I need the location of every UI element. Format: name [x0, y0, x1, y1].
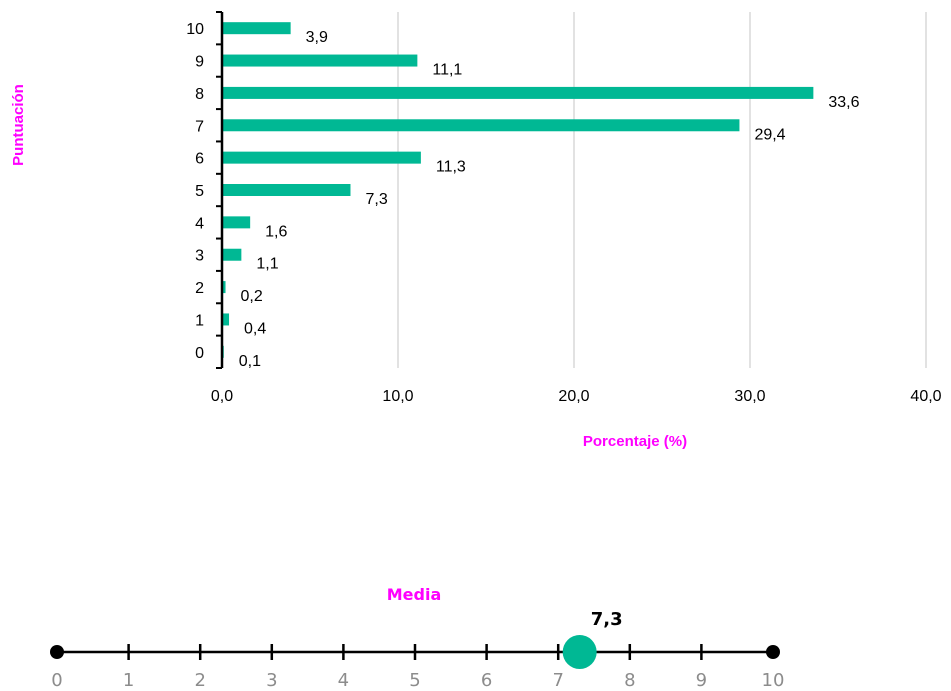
- mean-scale-labels: 0 1 2 3 4 5 6 7 8 9 10: [51, 670, 784, 691]
- bar-3: [222, 248, 242, 261]
- bar-9: [222, 54, 418, 67]
- y-tick-label-10: 10: [186, 21, 204, 38]
- data-label-10: 3,9: [306, 29, 328, 46]
- x-tick-labels: 0,0 10,0 20,0 30,0 40,0: [211, 388, 942, 405]
- y-tick-label-7: 7: [195, 118, 204, 135]
- y-tick-labels: 0 1 2 3 4 5 6 7 8 9 10: [186, 21, 204, 362]
- data-labels: 0,1 0,4 0,2 1,1 1,6 7,3 11,3 29,4 33,6 11,1 3,9: [239, 29, 860, 370]
- mean-value-label: 7,3: [591, 609, 623, 630]
- grid-lines: [397, 12, 927, 368]
- bar-4: [222, 216, 251, 229]
- y-axis-title: Puntuación: [10, 84, 27, 166]
- data-label-2: 0,2: [241, 288, 263, 305]
- y-tick-label-9: 9: [195, 54, 204, 71]
- x-tick-label-0: 0,0: [211, 388, 233, 405]
- scale-endpoint-0: [50, 645, 64, 659]
- x-tick-label-2: 20,0: [558, 388, 589, 405]
- data-label-6: 11,3: [436, 159, 466, 176]
- data-label-7: 29,4: [754, 126, 785, 143]
- y-tick-label-4: 4: [195, 215, 204, 232]
- mean-title: Media: [387, 585, 442, 604]
- data-label-8: 33,6: [828, 94, 859, 111]
- y-tick-label-1: 1: [195, 312, 204, 329]
- scale-tick-label-8: 8: [624, 670, 635, 691]
- bar-8: [222, 86, 814, 99]
- scale-tick-label-5: 5: [409, 670, 420, 691]
- scale-tick-label-10: 10: [762, 670, 785, 691]
- y-axis: [216, 11, 224, 369]
- bar-2: [222, 281, 226, 294]
- bar-5: [222, 184, 351, 196]
- bar-6: [222, 151, 421, 164]
- scale-endpoint-10: [766, 645, 780, 659]
- data-label-1: 0,4: [244, 320, 266, 337]
- y-tick-label-0: 0: [195, 345, 204, 362]
- scale-tick-label-2: 2: [194, 670, 205, 691]
- data-label-0: 0,1: [239, 353, 261, 370]
- bar-1: [222, 313, 230, 326]
- scale-tick-label-0: 0: [51, 670, 62, 691]
- x-tick-label-1: 10,0: [382, 388, 413, 405]
- data-label-5: 7,3: [365, 191, 387, 208]
- y-tick-label-8: 8: [195, 86, 204, 103]
- bar-10: [222, 22, 291, 35]
- scale-tick-label-6: 6: [481, 670, 492, 691]
- mean-marker: [562, 635, 597, 669]
- y-tick-label-3: 3: [195, 248, 204, 265]
- y-tick-label-2: 2: [195, 280, 204, 297]
- mean-scale: [50, 635, 780, 669]
- x-axis-title: Porcentaje (%): [583, 433, 687, 450]
- data-label-9: 11,1: [432, 62, 462, 79]
- bar-7: [222, 119, 740, 132]
- scale-tick-label-9: 9: [696, 670, 707, 691]
- data-label-3: 1,1: [256, 256, 278, 273]
- y-tick-label-6: 6: [195, 151, 204, 168]
- bars: [222, 22, 814, 358]
- data-label-4: 1,6: [265, 223, 287, 240]
- y-tick-label-5: 5: [195, 183, 204, 200]
- scale-tick-label-4: 4: [338, 670, 349, 691]
- scale-tick-label-7: 7: [552, 670, 563, 691]
- x-tick-label-3: 30,0: [734, 388, 765, 405]
- scale-tick-label-1: 1: [123, 670, 134, 691]
- x-tick-label-4: 40,0: [910, 388, 941, 405]
- scale-tick-label-3: 3: [266, 670, 277, 691]
